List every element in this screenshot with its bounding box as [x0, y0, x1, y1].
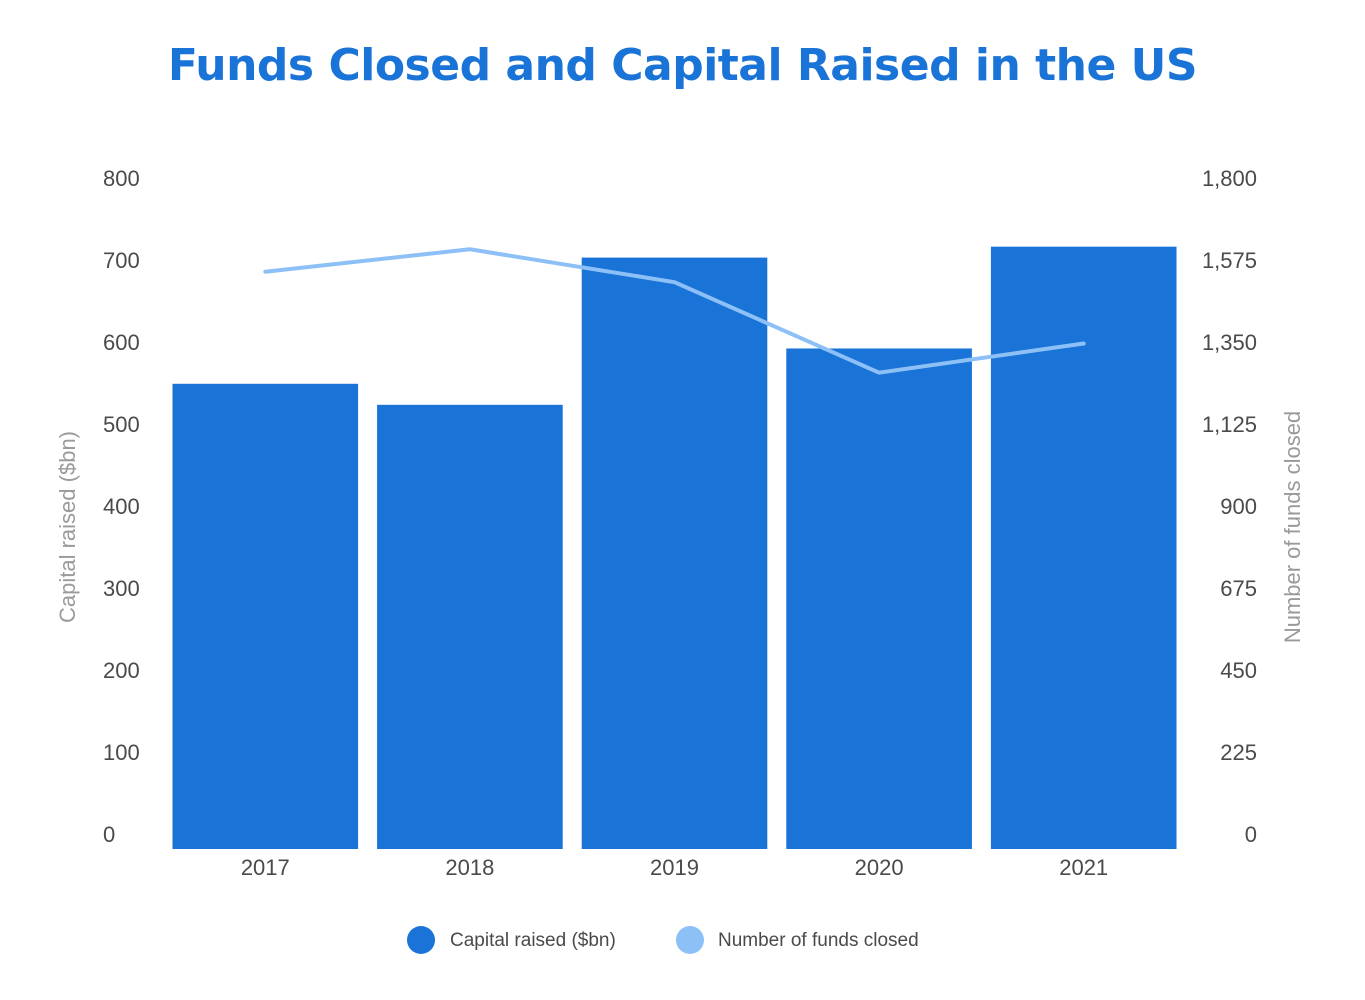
right-axis-title: Number of funds closed	[1280, 411, 1305, 643]
left-axis-title: Capital raised ($bn)	[55, 431, 80, 623]
right-tick-label: 1,800	[1202, 166, 1257, 191]
right-tick-label: 1,125	[1202, 412, 1257, 437]
bar-2018	[377, 404, 563, 849]
right-tick-label: 0	[1245, 822, 1257, 847]
left-tick-label: 100	[103, 740, 140, 765]
right-tick-label: 1,350	[1202, 330, 1257, 355]
left-tick-label: 800	[103, 166, 140, 191]
bar-2020	[786, 348, 972, 849]
x-tick-label: 2018	[445, 855, 494, 880]
right-tick-label: 225	[1220, 740, 1257, 765]
bars	[172, 246, 1177, 850]
right-tick-label: 675	[1220, 576, 1257, 601]
left-axis-ticks: 0 100 200 300 400 500 600 700 800	[103, 166, 140, 847]
left-tick-label: 600	[103, 330, 140, 355]
right-tick-label: 450	[1220, 658, 1257, 683]
x-tick-label: 2017	[241, 855, 290, 880]
left-tick-label: 500	[103, 412, 140, 437]
x-tick-label: 2020	[855, 855, 904, 880]
right-axis-ticks: 0 225 450 675 900 1,125 1,350 1,575 1,800	[1202, 166, 1257, 847]
funds-line-layer	[263, 247, 1086, 375]
right-tick-label: 1,575	[1202, 248, 1257, 273]
left-tick-label: 200	[103, 658, 140, 683]
x-tick-label: 2021	[1059, 855, 1108, 880]
bar-2017	[172, 383, 359, 849]
legend: Capital raised ($bn) Number of funds clo…	[407, 926, 919, 954]
bar-2021	[990, 246, 1177, 850]
legend-label-funds: Number of funds closed	[718, 930, 919, 951]
bar-2019	[581, 257, 768, 849]
legend-label-capital: Capital raised ($bn)	[450, 930, 616, 951]
chart-title: Funds Closed and Capital Raised in the U…	[167, 40, 1198, 91]
legend-swatch-funds	[676, 926, 704, 954]
left-tick-label: 300	[103, 576, 140, 601]
x-tick-label: 2019	[650, 855, 699, 880]
legend-swatch-capital	[407, 926, 435, 954]
funds-closed-line	[263, 247, 1086, 375]
left-tick-label: 700	[103, 248, 140, 273]
x-axis-ticks: 2017 2018 2019 2020 2021	[241, 855, 1108, 880]
left-tick-label: 400	[103, 494, 140, 519]
right-tick-label: 900	[1220, 494, 1257, 519]
left-tick-label: 0	[103, 822, 115, 847]
